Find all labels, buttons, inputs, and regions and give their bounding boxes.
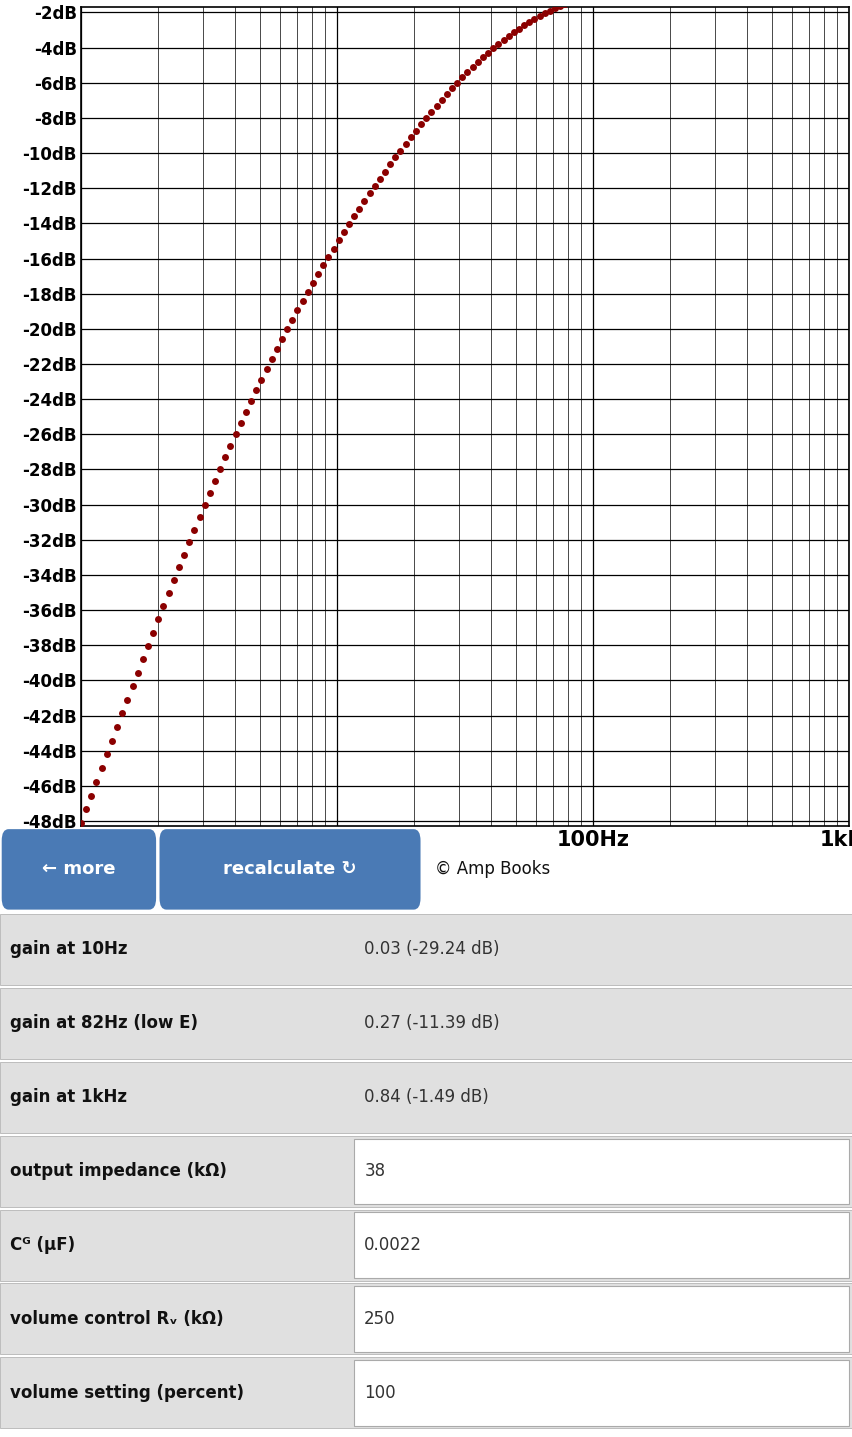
Text: output impedance (kΩ): output impedance (kΩ): [10, 1163, 227, 1180]
Text: 0.0022: 0.0022: [364, 1236, 422, 1255]
Text: volume setting (percent): volume setting (percent): [10, 1384, 244, 1403]
Text: gain at 82Hz (low E): gain at 82Hz (low E): [10, 1015, 198, 1032]
Text: 0.84 (-1.49 dB): 0.84 (-1.49 dB): [364, 1088, 488, 1106]
Text: © Amp Books: © Amp Books: [435, 861, 550, 878]
Text: gain at 10Hz: gain at 10Hz: [10, 940, 128, 958]
Text: volume control Rᵥ (kΩ): volume control Rᵥ (kΩ): [10, 1311, 223, 1328]
Text: 0.03 (-29.24 dB): 0.03 (-29.24 dB): [364, 940, 499, 958]
Text: Cᴳ (μF): Cᴳ (μF): [10, 1236, 75, 1255]
Text: recalculate ↻: recalculate ↻: [223, 861, 356, 878]
Text: 38: 38: [364, 1163, 385, 1180]
Text: 250: 250: [364, 1311, 395, 1328]
Text: ← more: ← more: [42, 861, 116, 878]
Text: gain at 1kHz: gain at 1kHz: [10, 1088, 127, 1106]
Text: 100: 100: [364, 1384, 395, 1403]
Text: 0.27 (-11.39 dB): 0.27 (-11.39 dB): [364, 1015, 499, 1032]
